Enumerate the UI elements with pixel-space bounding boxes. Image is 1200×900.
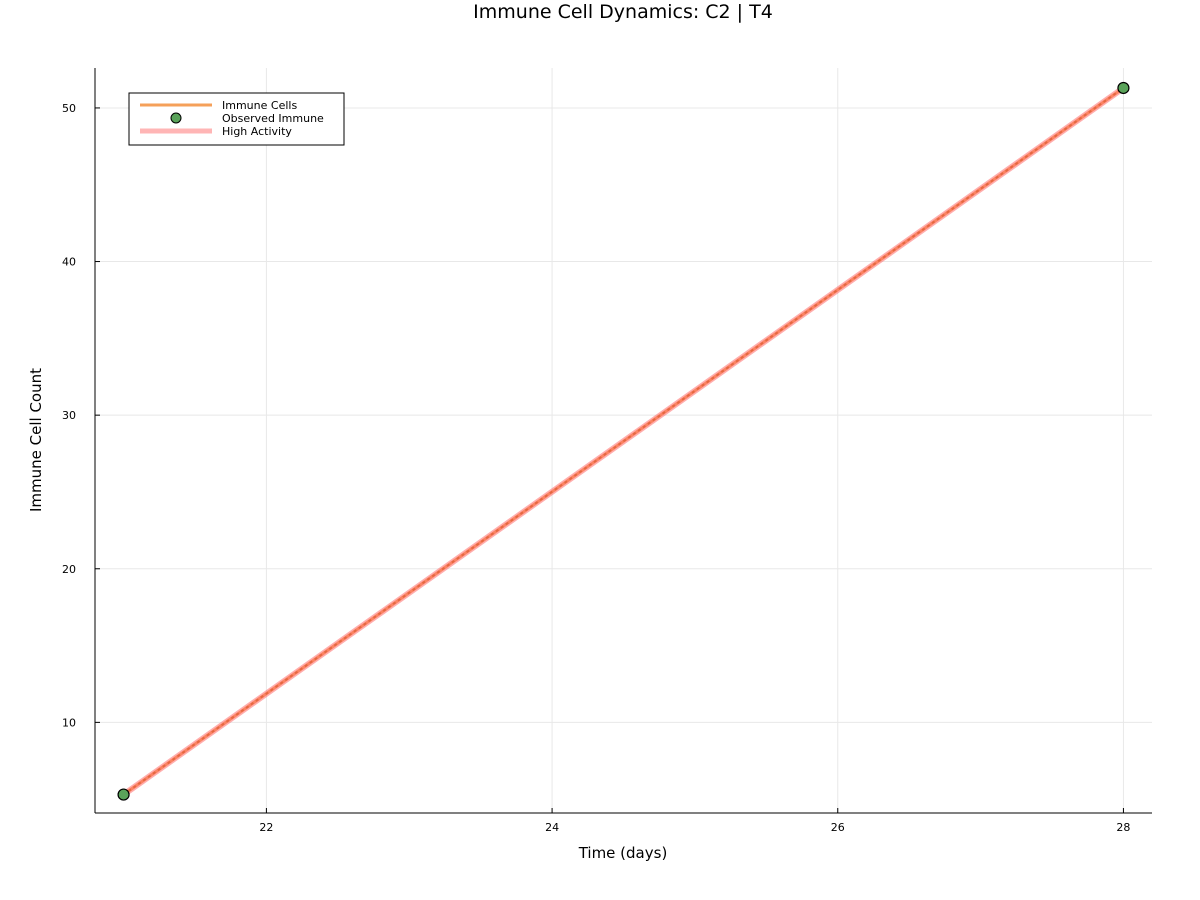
chart-title: Immune Cell Dynamics: C2 | T4 xyxy=(473,1,773,23)
y-tick-label: 50 xyxy=(62,102,76,115)
y-tick-label: 20 xyxy=(62,563,76,576)
y-tick-label: 40 xyxy=(62,256,76,269)
grid xyxy=(95,68,1152,813)
legend: Immune Cells Observed Immune High Activi… xyxy=(128,92,345,146)
legend-box xyxy=(128,92,345,146)
ticks: 22 24 26 28 10 20 30 40 50 xyxy=(62,102,1130,834)
x-axis-label: Time (days) xyxy=(578,844,668,862)
y-tick-label: 10 xyxy=(62,716,76,729)
x-tick-label: 22 xyxy=(259,821,273,834)
x-tick-label: 26 xyxy=(831,821,845,834)
y-tick-label: 30 xyxy=(62,409,76,422)
x-tick-label: 24 xyxy=(545,821,559,834)
axes xyxy=(94,68,1152,814)
legend-swatch-observed-immune xyxy=(170,112,182,124)
observed-immune-point xyxy=(117,788,130,801)
x-tick-label: 28 xyxy=(1116,821,1130,834)
legend-label-immune-cells: Immune Cells xyxy=(222,99,297,112)
plot-area xyxy=(117,81,1130,801)
series-line-overlap xyxy=(122,87,1125,796)
legend-label-observed-immune: Observed Immune xyxy=(222,112,324,125)
y-axis-label: Immune Cell Count xyxy=(27,368,45,512)
legend-label-high-activity: High Activity xyxy=(222,125,292,138)
observed-immune-point xyxy=(1117,81,1130,95)
